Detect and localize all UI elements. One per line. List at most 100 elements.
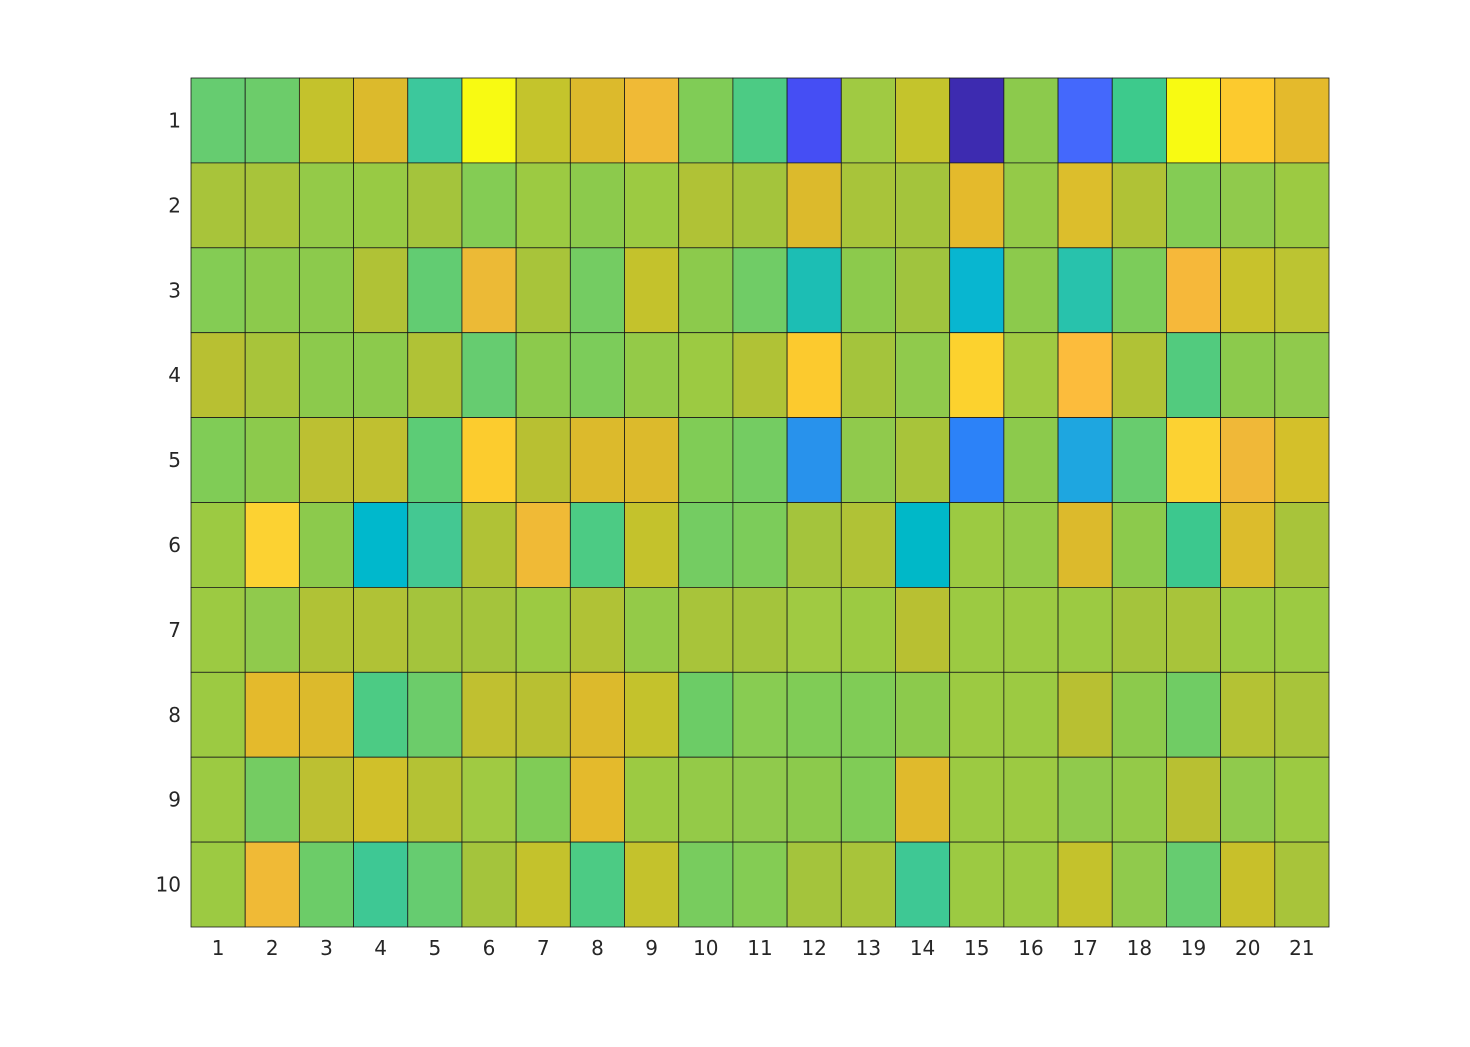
- heatmap-cell-r9-c2: [244, 756, 300, 843]
- y-axis-tick-labels: 1 2 3 4 5 6 7 8 9 10: [156, 108, 181, 896]
- heatmap-cell-r3-c1: [190, 247, 246, 334]
- heatmap-cell-r6-c12: [786, 502, 842, 588]
- heatmap-cell-r2-c7: [515, 162, 571, 249]
- heatmap-cells: [190, 77, 1330, 928]
- heatmap-cell-r3-c5: [407, 247, 463, 334]
- heatmap-cell-r4-c9: [624, 332, 680, 419]
- heatmap-cell-r9-c19: [1166, 756, 1222, 843]
- heatmap-cell-r9-c14: [895, 756, 951, 843]
- heatmap-cell-r5-c10: [678, 417, 734, 503]
- x-tick-label: 6: [483, 936, 496, 960]
- heatmap-cell-r10-c13: [840, 841, 896, 928]
- heatmap-cell-r10-c3: [298, 841, 354, 928]
- heatmap-cell-r6-c18: [1111, 502, 1167, 588]
- heatmap-cell-r1-c12: [786, 77, 842, 164]
- heatmap-cell-r2-c5: [407, 162, 463, 249]
- heatmap-cell-r3-c6: [461, 247, 517, 334]
- x-axis-tick-labels: 1 2 3 4 5 6 7 8 9 10 11 12 13 14 15 16 17 18 19 20 21: [212, 936, 1315, 960]
- heatmap-cell-r2-c2: [244, 162, 300, 249]
- heatmap-cell-r10-c2: [244, 841, 300, 928]
- y-tick-label: 5: [168, 448, 181, 472]
- heatmap-cell-r6-c3: [298, 502, 354, 588]
- heatmap-cell-r3-c19: [1166, 247, 1222, 334]
- heatmap-cell-r3-c3: [298, 247, 354, 334]
- heatmap-cell-r4-c12: [786, 332, 842, 419]
- heatmap-cell-r8-c6: [461, 671, 517, 758]
- heatmap-cell-r5-c16: [1003, 417, 1059, 503]
- y-tick-label: 1: [168, 108, 181, 132]
- y-tick-label: 4: [168, 363, 181, 387]
- x-tick-label: 8: [591, 936, 604, 960]
- heatmap-cell-r8-c20: [1220, 671, 1276, 758]
- y-tick-label: 7: [168, 618, 181, 642]
- heatmap-cell-r4-c8: [569, 332, 625, 419]
- heatmap-cell-r3-c17: [1057, 247, 1113, 334]
- x-tick-label: 11: [747, 936, 772, 960]
- heatmap-cell-r6-c8: [569, 502, 625, 588]
- x-tick-label: 7: [537, 936, 550, 960]
- heatmap-cell-r4-c3: [298, 332, 354, 419]
- heatmap-cell-r10-c5: [407, 841, 463, 928]
- heatmap-cell-r1-c17: [1057, 77, 1113, 164]
- heatmap-cell-r4-c1: [190, 332, 246, 419]
- heatmap-cell-r10-c20: [1220, 841, 1276, 928]
- heatmap-cell-r9-c20: [1220, 756, 1276, 843]
- heatmap-cell-r3-c10: [678, 247, 734, 334]
- heatmap-cell-r5-c9: [624, 417, 680, 503]
- heatmap-cell-r10-c19: [1166, 841, 1222, 928]
- heatmap-cell-r7-c5: [407, 587, 463, 673]
- heatmap-cell-r8-c19: [1166, 671, 1222, 758]
- heatmap-cell-r8-c8: [569, 671, 625, 758]
- heatmap-cell-r4-c7: [515, 332, 571, 419]
- heatmap-cell-r9-c1: [190, 756, 246, 843]
- heatmap-cell-r9-c18: [1111, 756, 1167, 843]
- heatmap-cell-r6-c1: [190, 502, 246, 588]
- heatmap-cell-r5-c4: [353, 417, 409, 503]
- heatmap-cell-r9-c4: [353, 756, 409, 843]
- heatmap-cell-r10-c6: [461, 841, 517, 928]
- x-tick-label: 1: [212, 936, 225, 960]
- heatmap-cell-r10-c8: [569, 841, 625, 928]
- heatmap-cell-r8-c4: [353, 671, 409, 758]
- x-tick-label: 14: [910, 936, 935, 960]
- heatmap-cell-r7-c6: [461, 587, 517, 673]
- heatmap-cell-r1-c15: [949, 77, 1005, 164]
- heatmap-cell-r9-c17: [1057, 756, 1113, 843]
- heatmap-cell-r1-c7: [515, 77, 571, 164]
- heatmap-cell-r2-c10: [678, 162, 734, 249]
- heatmap-cell-r7-c7: [515, 587, 571, 673]
- heatmap-cell-r6-c5: [407, 502, 463, 588]
- x-tick-label: 21: [1289, 936, 1314, 960]
- heatmap-cell-r4-c15: [949, 332, 1005, 419]
- heatmap-cell-r1-c16: [1003, 77, 1059, 164]
- heatmap-cell-r2-c3: [298, 162, 354, 249]
- y-tick-label: 6: [168, 533, 181, 557]
- heatmap-cell-r1-c8: [569, 77, 625, 164]
- heatmap-cell-r3-c4: [353, 247, 409, 334]
- heatmap-cell-r2-c20: [1220, 162, 1276, 249]
- heatmap-cell-r1-c13: [840, 77, 896, 164]
- heatmap-cell-r8-c1: [190, 671, 246, 758]
- heatmap-cell-r7-c14: [895, 587, 951, 673]
- heatmap-cell-r1-c4: [353, 77, 409, 164]
- heatmap-cell-r2-c9: [624, 162, 680, 249]
- heatmap-cell-r4-c13: [840, 332, 896, 419]
- heatmap-cell-r7-c1: [190, 587, 246, 673]
- heatmap-cell-r9-c11: [732, 756, 788, 843]
- heatmap-cell-r7-c2: [244, 587, 300, 673]
- heatmap-cell-r8-c9: [624, 671, 680, 758]
- heatmap-cell-r4-c21: [1274, 332, 1330, 419]
- heatmap-cell-r8-c21: [1274, 671, 1330, 758]
- heatmap-cell-r5-c15: [949, 417, 1005, 503]
- heatmap-cell-r5-c17: [1057, 417, 1113, 503]
- heatmap-cell-r1-c10: [678, 77, 734, 164]
- heatmap-cell-r1-c20: [1220, 77, 1276, 164]
- heatmap-cell-r5-c13: [840, 417, 896, 503]
- heatmap-cell-r9-c10: [678, 756, 734, 843]
- x-tick-label: 19: [1181, 936, 1206, 960]
- heatmap-cell-r4-c14: [895, 332, 951, 419]
- heatmap-cell-r5-c8: [569, 417, 625, 503]
- heatmap-cell-r3-c7: [515, 247, 571, 334]
- heatmap-cell-r3-c11: [732, 247, 788, 334]
